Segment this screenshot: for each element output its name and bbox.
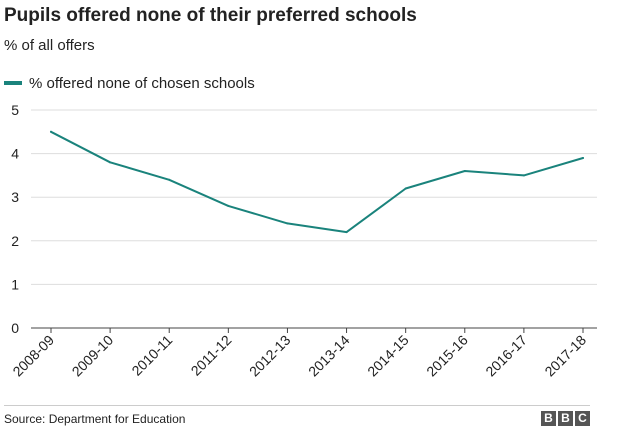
legend-swatch	[4, 81, 22, 85]
x-tick-labels: 2008-09 2009-10 2010-11 2011-12 2012-13 2013-…	[9, 332, 589, 380]
legend: % offered none of chosen schools	[4, 73, 255, 93]
data-point	[463, 170, 466, 173]
bbc-logo-block: B	[558, 411, 573, 426]
axes	[31, 327, 597, 333]
series-layer	[50, 130, 584, 234]
y-tick-label: 0	[11, 320, 19, 336]
series-line	[50, 130, 584, 234]
bbc-logo-block: C	[575, 411, 590, 426]
x-tick-label: 2011-12	[188, 332, 235, 379]
x-tick-label: 2009-10	[69, 332, 117, 380]
y-tick-labels: 0 1 2 3 4 5	[11, 102, 19, 336]
data-point	[286, 222, 289, 225]
y-tick-label: 1	[11, 276, 19, 292]
data-point	[168, 178, 171, 181]
footer-divider	[4, 405, 590, 406]
y-tick-label: 4	[11, 146, 19, 162]
x-tick-label: 2008-09	[9, 332, 57, 380]
chart-title: Pupils offered none of their preferred s…	[4, 5, 417, 26]
bbc-logo: B B C	[541, 411, 590, 426]
data-point	[582, 156, 584, 159]
data-point	[345, 231, 348, 234]
gridlines	[31, 109, 597, 285]
chart-subtitle: % of all offers	[4, 37, 95, 54]
data-point	[50, 130, 52, 133]
data-point	[522, 174, 525, 177]
x-tick-label: 2015-16	[423, 332, 471, 380]
x-tick-label: 2013-14	[305, 332, 353, 380]
data-point	[404, 187, 407, 190]
x-tick-label: 2017-18	[541, 332, 589, 380]
data-point	[227, 204, 230, 207]
x-tick-label: 2010-11	[128, 332, 175, 379]
x-tick-label: 2012-13	[246, 332, 294, 380]
bbc-logo-block: B	[541, 411, 556, 426]
legend-label: % offered none of chosen schools	[29, 74, 255, 92]
data-point	[109, 161, 112, 164]
y-tick-label: 3	[11, 189, 19, 205]
x-tick-label: 2014-15	[364, 332, 412, 380]
source-note: Source: Department for Education	[4, 412, 186, 426]
y-tick-label: 2	[11, 233, 19, 249]
y-tick-label: 5	[11, 102, 19, 118]
x-tick-label: 2016-17	[482, 332, 530, 380]
